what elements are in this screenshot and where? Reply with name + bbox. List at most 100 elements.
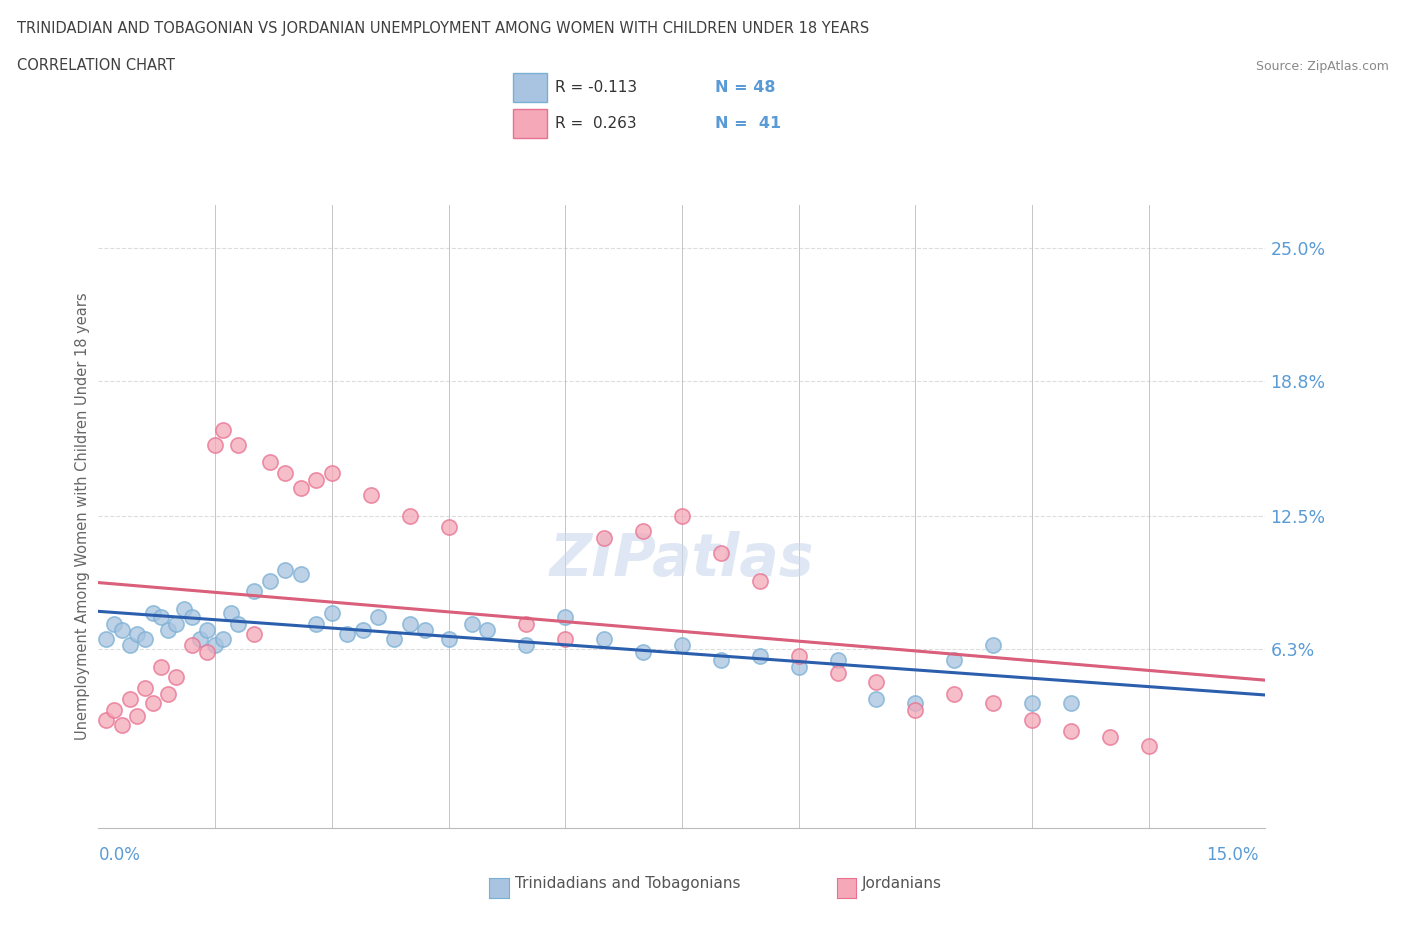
- Point: [228, 438, 250, 453]
- Point: [305, 617, 328, 631]
- Text: Trinidadians and Tobagonians: Trinidadians and Tobagonians: [515, 876, 740, 891]
- Point: [382, 631, 405, 646]
- Text: N = 48: N = 48: [716, 80, 776, 95]
- Point: [1060, 696, 1083, 711]
- Point: [118, 638, 141, 653]
- Point: [515, 617, 537, 631]
- Text: 15.0%: 15.0%: [1206, 846, 1258, 864]
- Point: [204, 438, 226, 453]
- Point: [134, 681, 156, 696]
- Point: [142, 605, 165, 620]
- Point: [748, 648, 770, 663]
- Point: [219, 605, 242, 620]
- Point: [149, 659, 172, 674]
- Text: CORRELATION CHART: CORRELATION CHART: [17, 58, 174, 73]
- Point: [336, 627, 359, 642]
- Point: [748, 573, 770, 588]
- Point: [827, 653, 849, 668]
- Point: [259, 573, 281, 588]
- Point: [96, 712, 118, 727]
- Point: [212, 423, 235, 438]
- Point: [111, 717, 134, 732]
- Point: [188, 631, 211, 646]
- Point: [321, 605, 343, 620]
- Point: [111, 622, 134, 637]
- Point: [149, 610, 172, 625]
- Point: [103, 617, 125, 631]
- Point: [515, 638, 537, 653]
- Point: [195, 622, 218, 637]
- Point: [1021, 696, 1043, 711]
- Point: [593, 631, 616, 646]
- Point: [671, 638, 693, 653]
- Point: [367, 610, 389, 625]
- Point: [352, 622, 374, 637]
- Point: [157, 687, 180, 702]
- Point: [631, 644, 654, 659]
- Bar: [513, 73, 547, 102]
- Point: [787, 659, 810, 674]
- Point: [212, 631, 235, 646]
- Point: [413, 622, 436, 637]
- Point: [1060, 724, 1083, 738]
- Point: [904, 702, 927, 717]
- Point: [165, 617, 187, 631]
- Point: [157, 622, 180, 637]
- Point: [1098, 730, 1121, 745]
- Text: Jordanians: Jordanians: [862, 876, 942, 891]
- Point: [259, 455, 281, 470]
- Point: [180, 610, 202, 625]
- Point: [631, 524, 654, 538]
- Point: [943, 653, 966, 668]
- Point: [103, 702, 125, 717]
- Text: N =  41: N = 41: [716, 116, 782, 131]
- Point: [398, 617, 420, 631]
- Point: [981, 696, 1004, 711]
- Bar: [513, 109, 547, 138]
- Point: [1021, 712, 1043, 727]
- Point: [865, 691, 887, 706]
- Text: R = -0.113: R = -0.113: [555, 80, 637, 95]
- Point: [195, 644, 218, 659]
- Point: [461, 617, 484, 631]
- Point: [321, 466, 343, 481]
- Text: Source: ZipAtlas.com: Source: ZipAtlas.com: [1256, 60, 1389, 73]
- Point: [243, 584, 266, 599]
- Point: [477, 622, 499, 637]
- Point: [274, 466, 297, 481]
- Point: [228, 617, 250, 631]
- Point: [943, 687, 966, 702]
- Point: [290, 566, 312, 581]
- Point: [671, 509, 693, 524]
- Point: [360, 487, 382, 502]
- Point: [787, 648, 810, 663]
- Point: [142, 696, 165, 711]
- Point: [398, 509, 420, 524]
- Point: [165, 670, 187, 684]
- Text: 0.0%: 0.0%: [98, 846, 141, 864]
- Point: [904, 696, 927, 711]
- Point: [127, 709, 149, 724]
- Point: [204, 638, 226, 653]
- Point: [710, 545, 733, 560]
- Point: [118, 691, 141, 706]
- Point: [173, 601, 195, 616]
- Point: [865, 674, 887, 689]
- Point: [305, 472, 328, 487]
- Point: [134, 631, 156, 646]
- Point: [180, 638, 202, 653]
- Point: [827, 666, 849, 681]
- Point: [554, 631, 576, 646]
- Point: [554, 610, 576, 625]
- Y-axis label: Unemployment Among Women with Children Under 18 years: Unemployment Among Women with Children U…: [75, 292, 90, 740]
- Point: [274, 563, 297, 578]
- Point: [710, 653, 733, 668]
- Point: [96, 631, 118, 646]
- Point: [1137, 738, 1160, 753]
- Point: [127, 627, 149, 642]
- Text: ZIPatlas: ZIPatlas: [550, 531, 814, 589]
- Point: [437, 520, 460, 535]
- Point: [981, 638, 1004, 653]
- Point: [243, 627, 266, 642]
- Point: [437, 631, 460, 646]
